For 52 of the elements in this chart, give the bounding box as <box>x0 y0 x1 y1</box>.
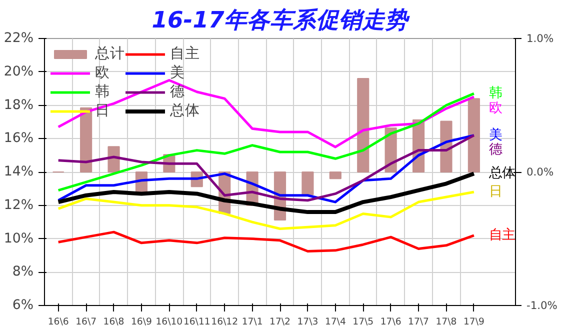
legend-label: 总计 <box>95 44 125 63</box>
y-tick-label: 18% <box>4 98 34 113</box>
x-tick-label: 16\7 <box>76 316 97 328</box>
line-series <box>56 172 476 214</box>
bar <box>329 172 342 180</box>
x-tick-label: 17\5 <box>352 316 374 328</box>
line-series <box>57 230 476 253</box>
line-series <box>57 190 476 230</box>
annotation: 欧 <box>489 100 502 116</box>
x-tick-label: 17\2 <box>270 316 290 328</box>
x-tick-label: 16\6 <box>48 316 69 328</box>
x-tick-label: 17\3 <box>297 316 318 328</box>
x-tick-label: 16\10 <box>156 316 183 328</box>
y2-tick-label: -1.0% <box>526 299 558 312</box>
y-tick-label: 14% <box>4 164 34 180</box>
legend-label: 自主 <box>170 44 200 63</box>
x-tick-label: 17\4 <box>324 316 346 328</box>
x-tick-label: 17\9 <box>463 316 484 328</box>
legend-label: 德 <box>170 82 186 101</box>
x-tick-label: 17\7 <box>408 316 430 328</box>
y-tick-label: 6% <box>12 298 34 313</box>
x-tick-label: 16\8 <box>103 316 124 328</box>
annotation: 韩 <box>489 86 502 102</box>
x-tick-label: 16\9 <box>130 316 152 328</box>
annotation: 总体 <box>488 166 516 182</box>
x-tick-label: 16\12 <box>211 316 238 328</box>
annotation: 德 <box>489 142 502 158</box>
chart-title: 16-17年各车系促销走势 <box>152 8 410 34</box>
annotation: 美 <box>489 126 502 143</box>
annotation: 自主 <box>489 226 516 243</box>
x-tick-label: 17\8 <box>436 316 457 328</box>
bar <box>80 107 92 172</box>
line-series <box>57 78 476 148</box>
legend-label: 欧 <box>95 63 111 82</box>
y-tick-label: 16% <box>4 131 34 146</box>
bar <box>468 98 480 172</box>
legend-label: 韩 <box>95 82 111 101</box>
annotation: 日 <box>489 184 502 200</box>
x-tick-label: 16\11 <box>183 316 210 328</box>
bar <box>302 172 314 196</box>
y-tick-label: 20% <box>4 64 34 80</box>
y2-tick-label: 0.0% <box>526 166 554 178</box>
y2-tick-label: 1.0% <box>526 32 554 45</box>
y-tick-label: 12% <box>4 198 34 213</box>
x-tick-label: 17\1 <box>242 316 263 328</box>
legend-label: 美 <box>170 63 186 82</box>
y-tick-label: 10% <box>4 231 34 246</box>
legend-label: 总体 <box>170 101 200 120</box>
y-tick-label: 22% <box>4 31 34 46</box>
y-tick-label: 8% <box>12 264 34 280</box>
x-tick-label: 17\6 <box>380 316 402 328</box>
bar <box>357 78 370 172</box>
